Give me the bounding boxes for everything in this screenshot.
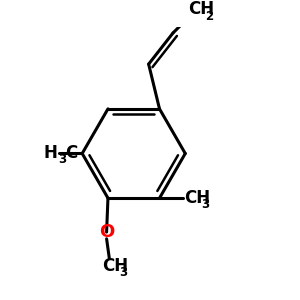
Text: 3: 3 — [201, 198, 209, 211]
Text: 3: 3 — [58, 153, 66, 166]
Text: CH: CH — [188, 0, 214, 18]
Text: H: H — [44, 145, 58, 163]
Text: CH: CH — [103, 257, 129, 275]
Text: 2: 2 — [205, 10, 213, 23]
Text: CH: CH — [184, 189, 210, 207]
Text: O: O — [99, 223, 114, 241]
Text: 3: 3 — [120, 266, 128, 279]
Text: C: C — [65, 145, 77, 163]
